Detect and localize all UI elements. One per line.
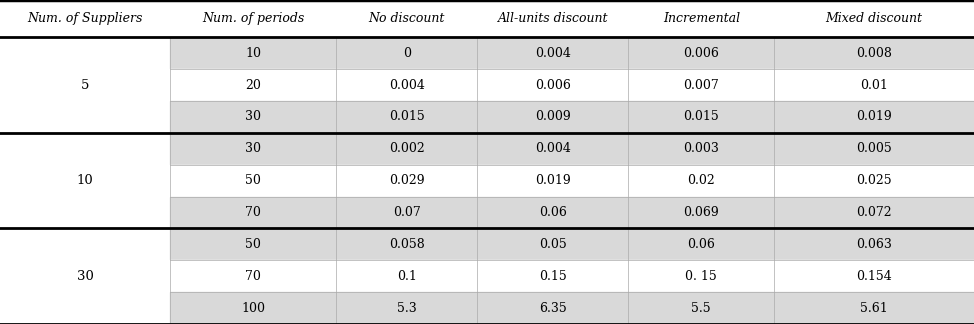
Text: 50: 50 [245,238,261,251]
Text: 0. 15: 0. 15 [686,270,717,283]
Text: 0.009: 0.009 [535,110,571,123]
Bar [170,228,974,260]
Text: 0: 0 [402,47,411,60]
Bar [0,165,170,197]
Text: Num. of periods: Num. of periods [203,12,304,25]
Text: 0.06: 0.06 [688,238,715,251]
Text: 30: 30 [77,270,94,283]
Text: 6.35: 6.35 [539,302,567,315]
Text: 0.015: 0.015 [389,110,425,123]
Text: 0.015: 0.015 [684,110,719,123]
Text: Incremental: Incremental [662,12,740,25]
Text: 0.01: 0.01 [860,78,888,92]
Text: 0.006: 0.006 [535,78,571,92]
Text: 0.019: 0.019 [856,110,892,123]
Bar [0,0,974,37]
Bar [170,165,974,197]
Text: 0.003: 0.003 [684,142,719,155]
Bar [0,101,170,133]
Text: 0.058: 0.058 [389,238,425,251]
Text: 0.02: 0.02 [688,174,715,187]
Text: 0.07: 0.07 [393,206,421,219]
Text: 0.025: 0.025 [856,174,892,187]
Text: 0.15: 0.15 [539,270,567,283]
Text: 0.029: 0.029 [389,174,425,187]
Bar [170,69,974,101]
Text: 10: 10 [77,174,94,187]
Bar [170,37,974,69]
Text: No discount: No discount [368,12,445,25]
Text: 70: 70 [245,270,261,283]
Text: 0.007: 0.007 [684,78,719,92]
Bar [0,37,170,69]
Text: Mixed discount: Mixed discount [826,12,922,25]
Text: 70: 70 [245,206,261,219]
Text: 0.06: 0.06 [539,206,567,219]
Text: 5.61: 5.61 [860,302,888,315]
Text: 0.004: 0.004 [535,142,571,155]
Text: 30: 30 [245,110,261,123]
Text: 0.002: 0.002 [389,142,425,155]
Text: 0.004: 0.004 [535,47,571,60]
Text: Num. of Suppliers: Num. of Suppliers [27,12,143,25]
Bar [170,133,974,165]
Text: 0.072: 0.072 [856,206,892,219]
Text: 5.3: 5.3 [396,302,417,315]
Bar [170,197,974,228]
Bar [0,69,170,101]
Text: 0.006: 0.006 [684,47,719,60]
Text: 5: 5 [81,78,90,92]
Bar [0,260,170,292]
Text: 0.019: 0.019 [535,174,571,187]
Bar [0,228,170,260]
Text: 30: 30 [245,142,261,155]
Bar [170,260,974,292]
Text: 0.154: 0.154 [856,270,892,283]
Text: 5.5: 5.5 [692,302,711,315]
Text: 0.05: 0.05 [539,238,567,251]
Text: 0.1: 0.1 [396,270,417,283]
Text: 10: 10 [245,47,261,60]
Bar [0,292,170,324]
Text: 20: 20 [245,78,261,92]
Text: 0.069: 0.069 [684,206,719,219]
Text: 0.005: 0.005 [856,142,892,155]
Text: All-units discount: All-units discount [498,12,608,25]
Text: 0.008: 0.008 [856,47,892,60]
Text: 100: 100 [242,302,265,315]
Bar [170,101,974,133]
Bar [0,133,170,165]
Text: 50: 50 [245,174,261,187]
Text: 0.004: 0.004 [389,78,425,92]
Text: 0.063: 0.063 [856,238,892,251]
Bar [170,292,974,324]
Bar [0,197,170,228]
